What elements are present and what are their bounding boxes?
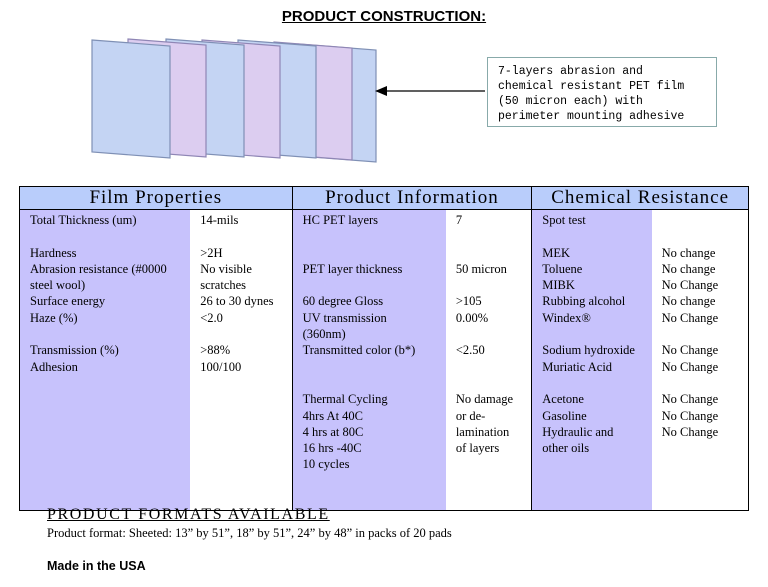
chemical-label: Acetone [542, 392, 584, 407]
product-info-values: 7 50 micron >105 0.00% <2.50 No damage or de-l… [445, 209, 533, 511]
product-info-value: >105 [455, 294, 482, 309]
film-property-label [30, 326, 186, 342]
chemical-result: No change [661, 294, 716, 309]
chemical-result [662, 228, 744, 244]
chemical-resistance-values: No change No change No Change No change No C… [651, 209, 749, 511]
product-info-value: or de- [455, 408, 486, 423]
chemical-result: No Change [661, 310, 719, 325]
chemical-resistance-labels: Spot test MEK Toluene MIBK Rubbing alcohol Wi… [531, 209, 652, 511]
product-info-value: <2.50 [455, 343, 485, 358]
chemical-result: No change [661, 261, 716, 276]
product-info-label [303, 359, 442, 375]
header-product-information: Product Information [291, 186, 533, 210]
chemical-label: Sodium hydroxide [542, 343, 635, 358]
product-info-value [456, 245, 527, 261]
film-property-value: 26 to 30 dynes [200, 294, 274, 309]
product-info-value [456, 359, 527, 375]
film-property-label: Adhesion [30, 359, 78, 374]
chemical-label [542, 228, 647, 244]
formats-text: Product format: Sheeted: 13” by 51”, 18”… [47, 526, 452, 540]
chemical-result: No Change [661, 359, 719, 374]
film-property-label [30, 228, 186, 244]
header-chemical-resistance: Chemical Resistance [531, 186, 749, 210]
product-info-value: No damage [455, 392, 514, 407]
product-info-label: 4 hrs at 80C [302, 424, 364, 439]
header-film-properties: Film Properties [19, 186, 293, 210]
film-layers-illustration [91, 38, 377, 163]
film-property-label: Transmission (%) [30, 343, 119, 358]
product-info-label: 60 degree Gloss [302, 294, 384, 309]
product-info-value [456, 375, 527, 391]
film-property-label: Abrasion resistance (#0000 [30, 261, 167, 276]
film-property-label: Total Thickness (um) [30, 213, 137, 227]
film-property-value: No visible [200, 261, 252, 276]
product-info-value [456, 228, 527, 244]
product-info-label [303, 245, 442, 261]
film-property-value: 100/100 [200, 359, 242, 374]
chemical-result: No change [661, 245, 716, 260]
film-property-value: 14-mils [200, 213, 239, 227]
film-property-label: Hardness [30, 245, 77, 260]
product-info-value [456, 326, 527, 342]
film-property-label: steel wool) [30, 278, 86, 293]
chemical-label: MIBK [542, 278, 575, 293]
product-info-label [303, 277, 442, 293]
film-layer-1 [91, 39, 171, 159]
chemical-result [662, 375, 744, 391]
construction-callout: 7-layers abrasion and chemical resistant… [487, 57, 717, 127]
product-info-label: UV transmission [302, 310, 387, 325]
chemical-result: No Change [661, 424, 719, 439]
product-info-value: 0.00% [455, 310, 489, 325]
product-info-value: of layers [455, 441, 500, 456]
chemical-label: Toluene [542, 261, 583, 276]
chemical-label: Rubbing alcohol [542, 294, 626, 309]
chemical-label: Spot test [542, 213, 586, 227]
film-property-value [200, 228, 287, 244]
film-properties-labels: Total Thickness (um) Hardness Abrasion res… [19, 209, 191, 511]
product-info-label: PET layer thickness [302, 261, 403, 276]
properties-table: Film Properties Product Information Chem… [19, 186, 749, 511]
product-info-label: 4hrs At 40C [302, 408, 364, 423]
product-info-value [456, 277, 527, 293]
chemical-result: No Change [661, 392, 719, 407]
product-info-label [303, 375, 442, 391]
product-info-label: (360nm) [302, 327, 346, 342]
product-info-label: 10 cycles [302, 457, 350, 472]
film-property-value: <2.0 [200, 310, 223, 325]
film-property-value [200, 326, 287, 342]
chemical-label: MEK [542, 245, 571, 260]
product-info-label: HC PET layers [302, 213, 379, 227]
chemical-result [662, 212, 744, 228]
product-info-value: 7 [455, 213, 463, 227]
product-info-value: 50 micron [455, 261, 507, 276]
chemical-label: Muriatic Acid [542, 359, 613, 374]
product-info-label: 16 hrs -40C [302, 441, 362, 456]
chemical-label: Gasoline [542, 408, 587, 423]
chemical-label [542, 375, 647, 391]
film-property-value: >2H [200, 245, 223, 260]
product-info-labels: HC PET layers PET layer thickness 60 degr… [292, 209, 446, 511]
chemical-result [662, 326, 744, 342]
chemical-result: No Change [661, 278, 719, 293]
chemical-result: No Change [661, 408, 719, 423]
chemical-result: No Change [661, 343, 719, 358]
film-property-value: scratches [200, 278, 247, 293]
chemical-label: Windex® [542, 310, 591, 325]
chemical-label: other oils [542, 441, 590, 456]
page-heading: PRODUCT CONSTRUCTION: [281, 8, 487, 25]
product-info-label: Transmitted color (b*) [302, 343, 416, 358]
callout-arrow [375, 86, 485, 96]
product-info-label [303, 228, 442, 244]
chemical-label: Hydraulic and [542, 424, 614, 439]
film-property-value: >88% [200, 343, 231, 358]
film-property-label: Surface energy [30, 294, 106, 309]
product-info-value: lamination [455, 424, 510, 439]
film-property-label: Haze (%) [30, 310, 78, 325]
film-properties-values: 14-mils >2H No visible scratches 26 to 30 dy… [190, 209, 293, 511]
made-in-usa: Made in the USA [47, 559, 146, 573]
formats-title: PRODUCT FORMATS AVAILABLE [47, 506, 330, 523]
product-info-label: Thermal Cycling [302, 392, 388, 407]
chemical-label [542, 326, 647, 342]
